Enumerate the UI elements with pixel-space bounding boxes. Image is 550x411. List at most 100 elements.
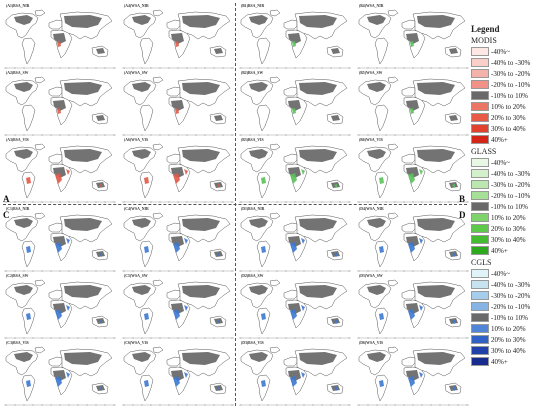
continent-outline [283,153,298,164]
panel-title: (C1)BSA_NIR [6,207,30,211]
map-panel: (B4)WSA_NIR [355,4,471,74]
world-map [357,279,469,339]
legend-label: 20% to 30% [491,224,526,233]
highlight-region [261,380,266,387]
change-region [64,15,102,28]
map-panel: (D2)BSA_SW [237,274,353,344]
change-region [299,218,337,231]
legend-item: 40%+ [471,245,549,256]
highlight-region [334,320,337,324]
change-region [249,218,268,228]
highlight-region [410,41,414,47]
panel-title: (D6)WSA_VIS [359,341,384,345]
highlight-region [144,177,149,184]
legend-label: -40% to -30% [491,58,531,67]
map-panel: (D5)WSA_SW [355,274,471,344]
world-map [357,346,469,406]
change-region [249,285,268,295]
change-region [14,149,33,159]
legend-label: 40%+ [491,135,508,144]
continent-outline [166,222,181,233]
world-map [4,143,116,203]
legend-label: -40%~ [491,158,510,167]
change-region [64,82,102,95]
legend-label: -40% to -30% [491,280,531,289]
legend-swatch [471,180,489,189]
change-region [299,82,337,95]
legend-swatch [471,191,489,200]
highlight-region [99,320,102,324]
highlight-region [26,380,31,387]
change-region [288,370,301,381]
change-region [171,167,184,178]
legend-section-glass: GLASS [471,147,497,156]
continent-outline [269,9,281,17]
highlight-region [144,246,149,253]
change-region [64,352,102,365]
continent-outline [387,143,399,151]
panel-title: (B5)WSA_SW [359,71,383,75]
panel-title: (C4)WSA_NIR [124,207,149,211]
highlight-region [55,242,62,253]
legend-label: 20% to 30% [491,335,526,344]
legend-sections: MODIS -40%~ -40% to -30% -30% to -20% -20% t… [471,36,549,367]
legend-item: -40%~ [471,157,549,168]
highlight-region [408,242,415,253]
map-panel: (C4)WSA_NIR [120,207,236,277]
continent-outline [21,104,36,132]
continent-outline [283,356,298,367]
change-region [182,82,220,95]
continent-outline [34,212,46,220]
map-panel: (D1)BSA_NIR [237,207,353,277]
panel-title: (B4)WSA_NIR [359,4,384,8]
highlight-region [292,41,296,47]
legend-swatch [471,124,489,133]
continent-outline [256,171,271,199]
panel-title: (A6)WSA_VIS [124,138,149,142]
change-region [14,218,33,228]
highlight-region [99,184,102,188]
highlight-region [408,173,415,184]
continent-outline [387,212,399,220]
continent-outline [374,171,389,199]
highlight-region [408,376,415,387]
legend-swatch [471,102,489,111]
highlight-region [57,108,61,114]
highlight-region [175,108,179,114]
world-map [4,279,116,339]
world-map [4,9,116,69]
map-panel: (C6)WSA_VIS [120,341,236,411]
legend-item: -30% to -20% [471,179,549,190]
continent-outline [256,240,271,268]
highlight-region [301,238,305,244]
continent-outline [48,289,63,300]
world-map [122,279,234,339]
legend-item: -40% to -30% [471,279,549,290]
legend-item: 10% to 20% [471,323,549,334]
legend-swatch [471,213,489,222]
legend-item: -40% to -30% [471,57,549,68]
highlight-region [419,372,423,378]
continent-outline [48,86,63,97]
highlight-region [217,320,220,324]
change-region [249,149,268,159]
change-region [417,82,455,95]
legend-swatch [471,224,489,233]
continent-outline [387,346,399,354]
world-map [239,346,351,406]
legend-item: 40%+ [471,134,549,145]
legend-swatch [471,235,489,244]
world-map [122,9,234,69]
continent-outline [139,37,154,65]
legend-swatch [471,202,489,211]
change-region [14,82,33,92]
highlight-region [184,305,188,311]
change-region [171,303,184,314]
continent-outline [139,307,154,335]
highlight-region [452,184,455,188]
continent-outline [374,37,389,65]
change-region [449,115,458,121]
highlight-region [55,173,62,184]
highlight-region [419,305,423,311]
highlight-region [379,246,384,253]
